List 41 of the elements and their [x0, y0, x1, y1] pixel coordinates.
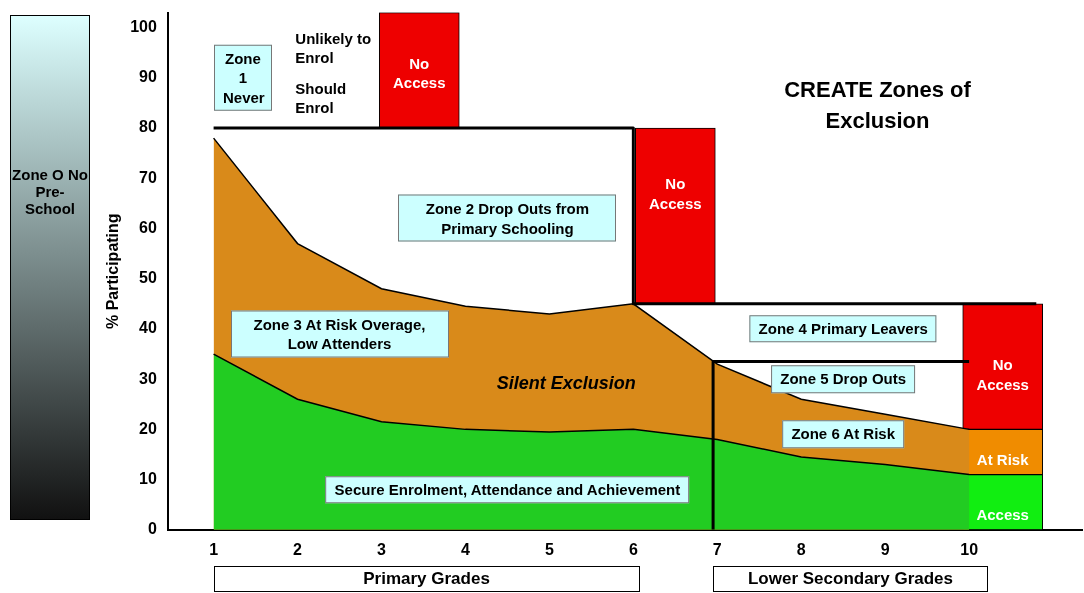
x-tick-label: 4 [460, 540, 470, 558]
x-tick-label: 7 [712, 540, 722, 558]
annotation: No Access [975, 354, 1030, 394]
y-tick-label: 40 [139, 319, 157, 337]
annotation: At Risk [975, 449, 1030, 470]
y-tick-label: 100 [130, 18, 157, 36]
label-box: Zone 3 At Risk Overage, Low Attenders [230, 310, 449, 358]
text: CREATE Zones of Exclusion [783, 76, 972, 135]
y-axis-title: % Participating [104, 213, 122, 329]
y-tick-label: 10 [139, 469, 157, 487]
annotation: No Access [648, 173, 703, 213]
x-tick-label: 3 [377, 540, 387, 558]
annotation: Access [975, 505, 1030, 525]
y-tick-label: 0 [147, 520, 157, 538]
label-box: Zone 4 Primary Leavers [749, 315, 937, 343]
text: Zone O No Pre-School [10, 15, 90, 520]
x-tick-label: 9 [880, 540, 890, 558]
x-tick-label: 2 [293, 540, 303, 558]
annotation: No Access [392, 53, 447, 93]
y-tick-label: 30 [139, 369, 157, 387]
text: Lower Secondary Grades [713, 566, 988, 592]
label-box: Zone 1 Never [213, 44, 272, 112]
x-tick-label: 6 [628, 540, 638, 558]
x-tick-label: 1 [209, 540, 219, 558]
y-tick-label: 20 [139, 419, 157, 437]
y-tick-label: 90 [139, 68, 157, 86]
x-tick-label: 5 [544, 540, 554, 558]
annotation: Unlikely to Enrol [295, 28, 373, 68]
label-box: Zone 5 Drop Outs [771, 365, 916, 393]
y-tick-label: 70 [139, 168, 157, 186]
label-box: Secure Enrolment, Attendance and Achievement [325, 475, 690, 504]
x-tick-label: 10 [960, 540, 979, 558]
annotation: Should Enrol [295, 78, 348, 118]
text: Primary Grades [213, 566, 640, 592]
x-tick-label: 8 [796, 540, 806, 558]
annotation: Silent Exclusion [496, 372, 636, 396]
y-tick-label: 60 [139, 218, 157, 236]
label-box: Zone 2 Drop Outs from Primary Schooling [398, 194, 617, 242]
y-tick-label: 80 [139, 118, 157, 136]
label-box: Zone 6 At Risk [782, 420, 904, 449]
y-tick-label: 50 [139, 269, 157, 287]
